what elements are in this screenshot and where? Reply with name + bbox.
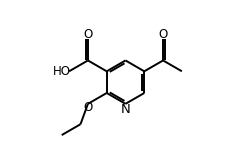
Text: O: O xyxy=(83,101,92,114)
Text: HO: HO xyxy=(52,65,70,78)
Text: N: N xyxy=(120,103,130,116)
Text: O: O xyxy=(83,28,92,41)
Text: O: O xyxy=(158,28,167,41)
